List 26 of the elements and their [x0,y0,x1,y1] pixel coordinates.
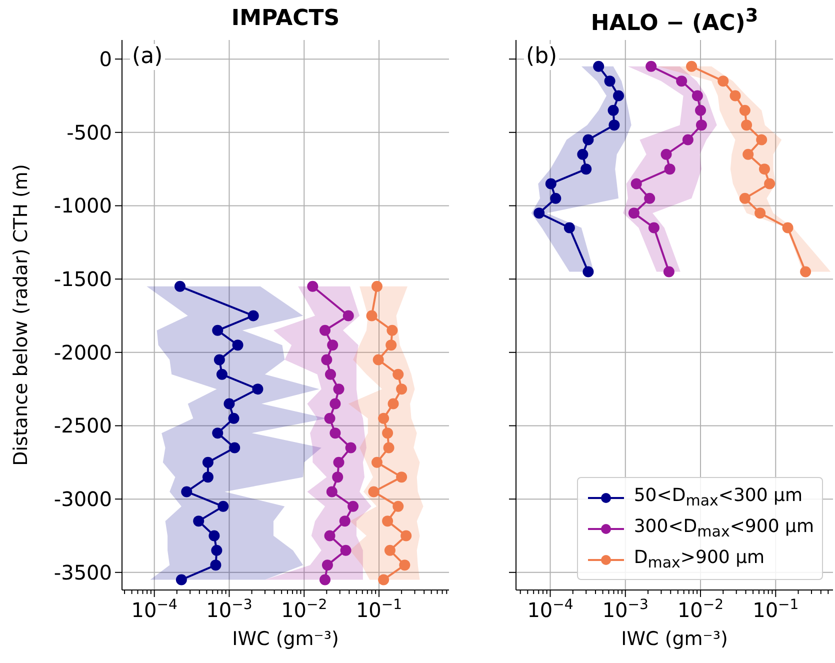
y-tick-label: -1000 [54,194,112,218]
x-tick-label: 10$^{−4}$ [527,597,574,622]
x-axis-title: IWC (gm⁻³) [232,628,339,650]
legend-label: D$_{max}$>900 μm [634,547,765,572]
x-tick-label: 10$^{−2}$ [281,597,328,622]
legend-label: 300<D$_{max}$<900 μm [634,516,814,541]
chart-title: HALO − (AC)$^{3}$ [590,6,758,36]
y-tick-label: -2000 [54,340,112,364]
x-tick-label: 10$^{−1}$ [752,597,799,622]
y-tick-label: -1500 [54,267,112,292]
x-tick-label: 10$^{−2}$ [677,597,724,622]
x-tick-label: 10$^{−3}$ [206,597,252,622]
x-tick-label: 10$^{−3}$ [602,597,648,622]
chart-title: IMPACTS [231,6,340,31]
y-tick-label: -2500 [54,414,112,438]
y-tick-label: -3500 [54,560,112,584]
x-tick-label: 10$^{−4}$ [131,597,178,622]
legend-label: 50<D$_{max}$<300 μm [634,485,803,510]
y-tick-label: -3000 [54,487,112,512]
annotation: (a) [132,44,163,69]
annotation: (b) [526,44,558,69]
x-tick-label: 10$^{−1}$ [356,597,402,622]
y-axis-title: Distance below (radar) CTH (m) [10,164,32,466]
y-tick-label: -500 [66,120,112,144]
x-axis-title: IWC (gm⁻³) [621,628,728,650]
y-tick-label: 0 [99,47,112,72]
